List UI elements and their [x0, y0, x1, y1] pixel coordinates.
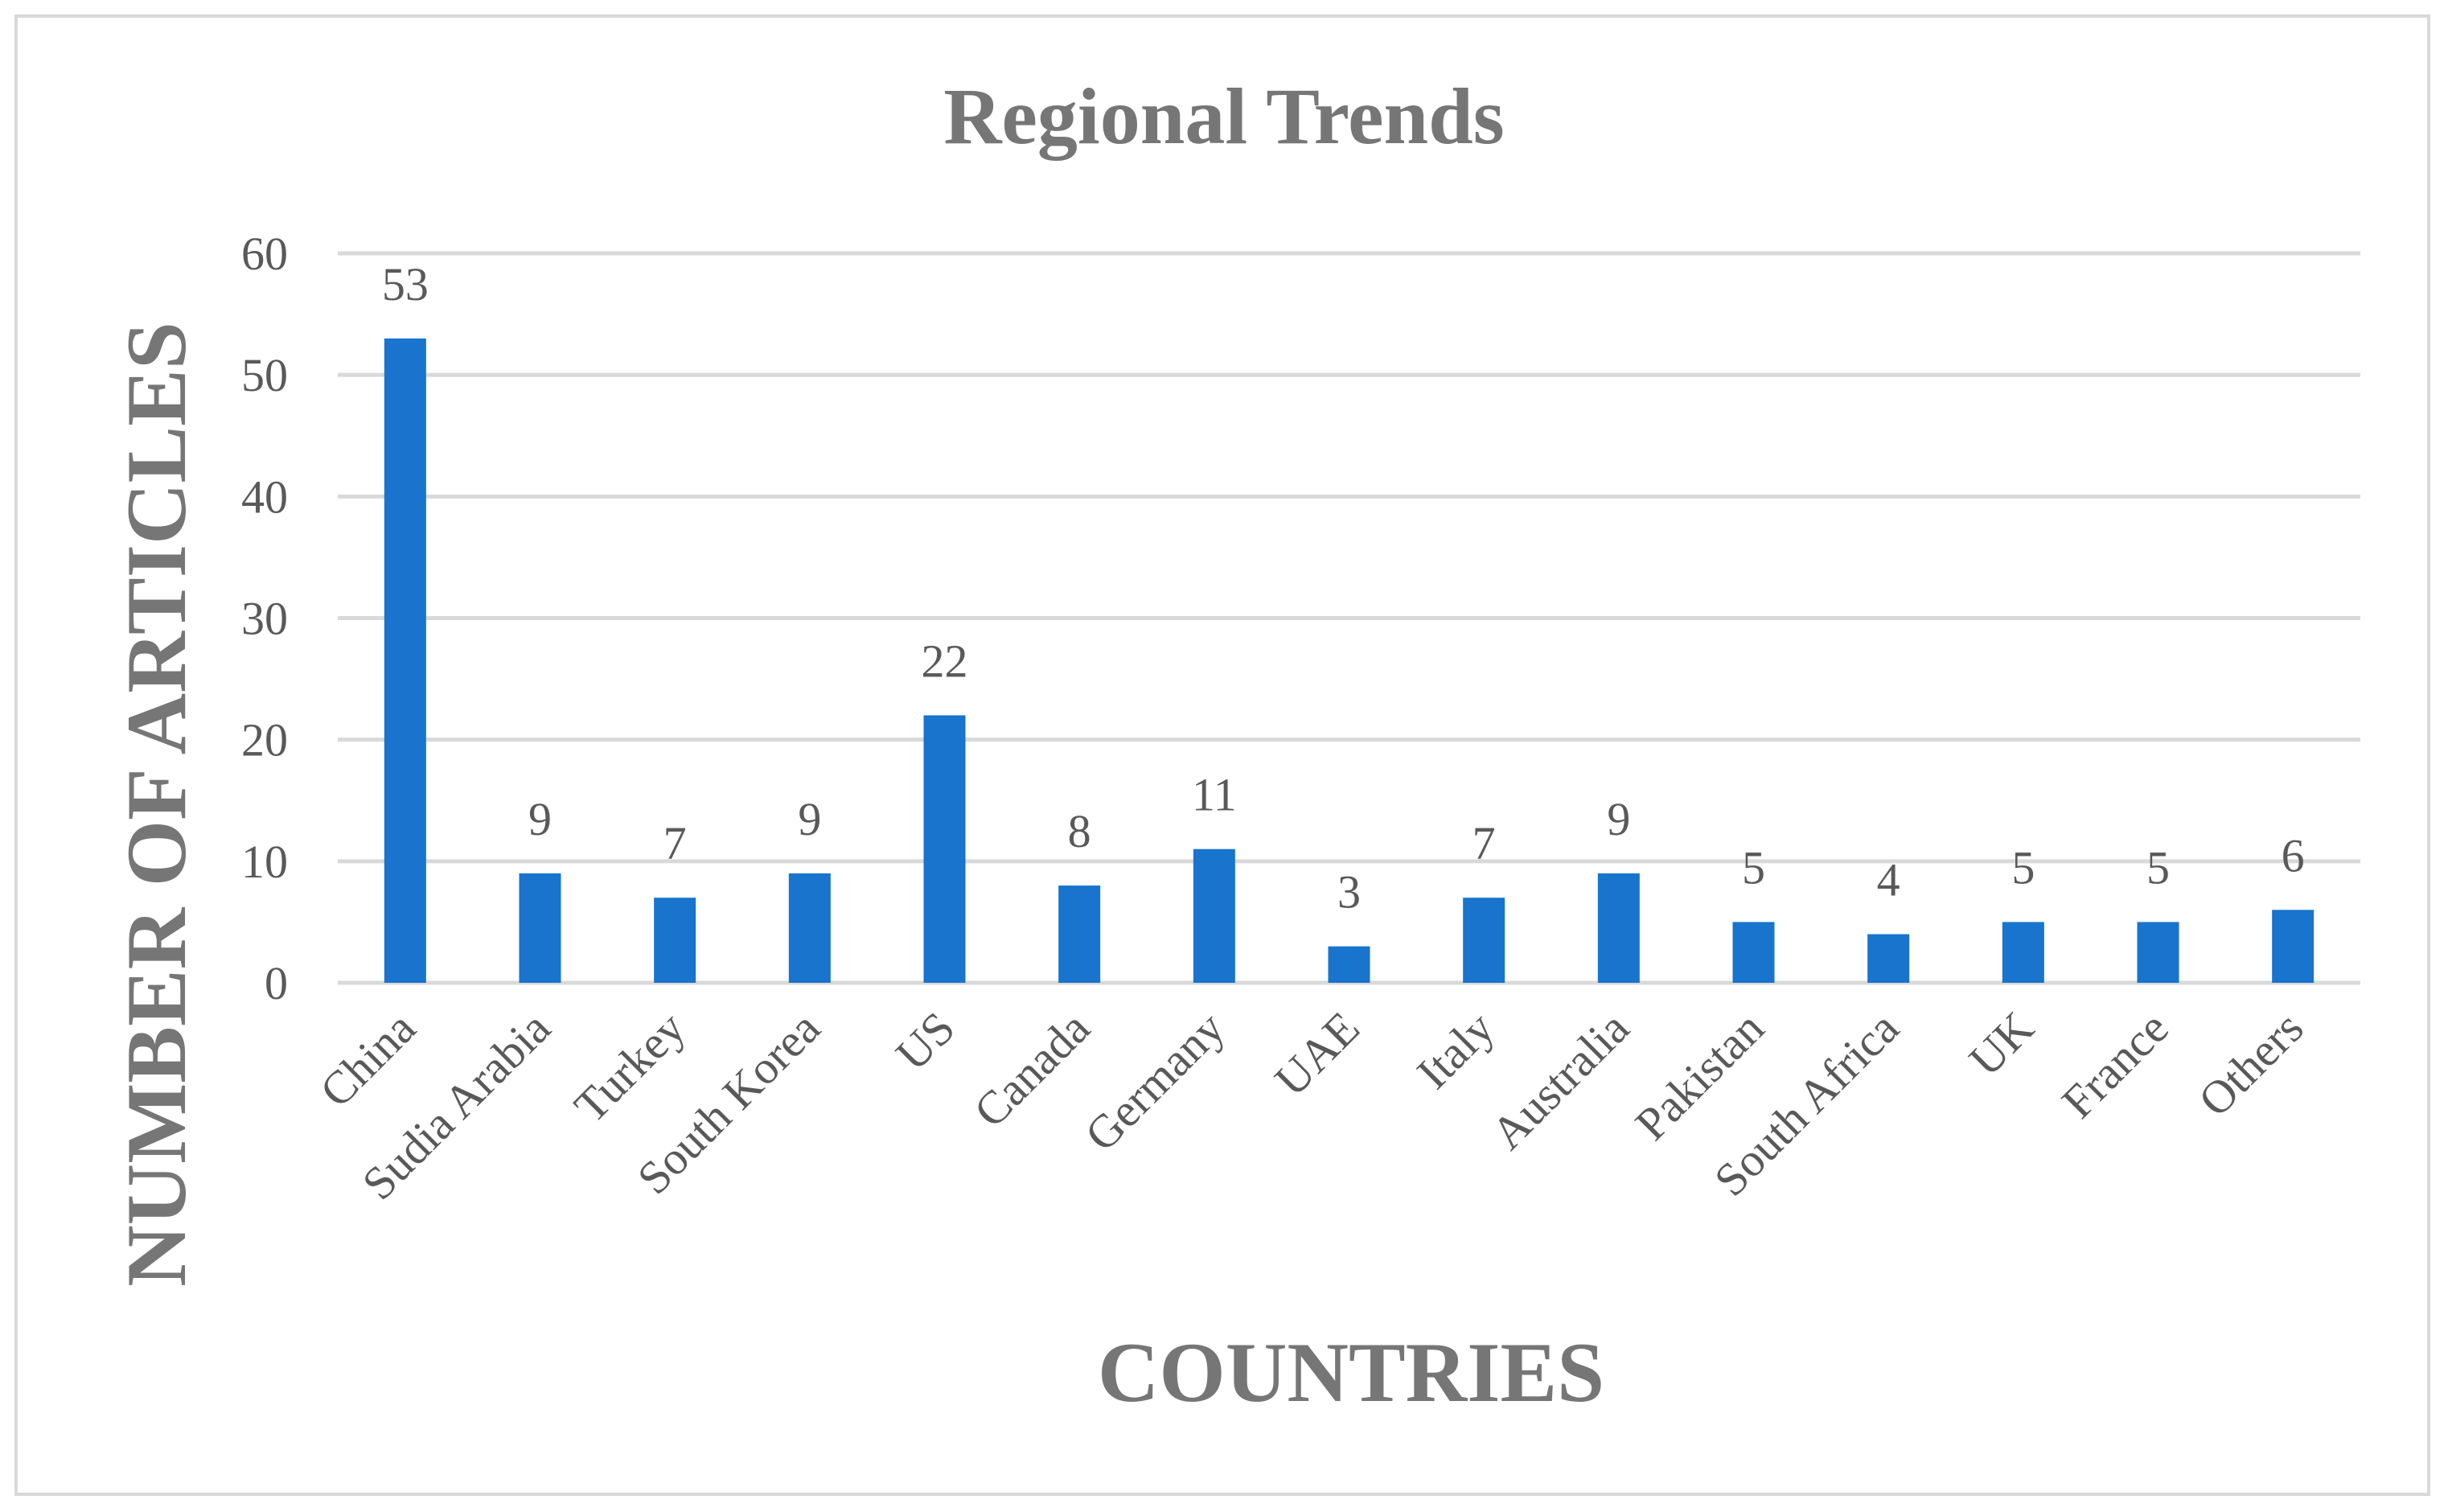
- bar-sudia-arabia: [519, 873, 561, 983]
- bar-pakistan: [1732, 922, 1775, 983]
- x-tick-label: Australia: [1481, 1001, 1639, 1159]
- data-label: 5: [2146, 841, 2170, 894]
- data-label: 4: [1877, 854, 1900, 906]
- data-labels: 53 9 7 9 22 8 11 3 7 9 5 4 5 5 6: [382, 258, 2305, 918]
- x-tick-label: China: [310, 1001, 425, 1117]
- x-tick-label: Italy: [1407, 1001, 1504, 1099]
- y-tick-label: 0: [265, 957, 288, 1009]
- y-tick-label: 60: [241, 228, 288, 280]
- data-label: 22: [922, 635, 968, 687]
- y-tick-label: 50: [241, 349, 288, 401]
- bar-france: [2137, 922, 2179, 983]
- bar-canada: [1058, 885, 1101, 983]
- x-tick-label: UAE: [1264, 1001, 1369, 1106]
- y-axis-label: NUMBER OF ARTICLES: [109, 322, 203, 1287]
- y-tick-label: 20: [241, 714, 288, 766]
- data-label: 7: [663, 817, 687, 869]
- x-tick-label: Turkey: [564, 1001, 695, 1132]
- x-tick-label: France: [2052, 1001, 2179, 1128]
- data-label: 5: [2011, 841, 2035, 894]
- y-tick-label: 40: [241, 470, 288, 523]
- bar-china: [384, 338, 426, 984]
- y-axis-ticks: 0 10 20 30 40 50 60: [241, 228, 288, 1009]
- x-tick-label: Germany: [1074, 1001, 1234, 1161]
- data-label: 6: [2282, 829, 2305, 881]
- data-label: 8: [1068, 805, 1091, 857]
- x-tick-label: UK: [1959, 1001, 2043, 1086]
- bar-us: [923, 715, 966, 983]
- bars: [384, 338, 2315, 984]
- bar-germany: [1193, 848, 1235, 983]
- data-label: 7: [1472, 817, 1496, 869]
- data-label: 9: [1607, 793, 1630, 845]
- data-label: 9: [528, 793, 552, 845]
- bar-others: [2272, 910, 2315, 983]
- bar-south-africa: [1867, 934, 1910, 983]
- y-tick-label: 10: [241, 836, 288, 888]
- x-axis-label: COUNTRIES: [1098, 1325, 1604, 1420]
- x-tick-label: Others: [2188, 1001, 2313, 1126]
- bar-australia: [1597, 873, 1640, 983]
- y-tick-label: 30: [241, 593, 288, 645]
- data-label: 5: [1742, 841, 1765, 894]
- chart-title: Regional Trends: [943, 72, 1504, 161]
- data-label: 11: [1192, 769, 1237, 821]
- data-label: 9: [798, 793, 821, 845]
- bar-uae: [1328, 946, 1370, 983]
- bar-uk: [2002, 922, 2044, 983]
- bar-turkey: [654, 898, 696, 983]
- x-tick-label: Canada: [963, 1001, 1099, 1137]
- bar-south-korea: [788, 873, 831, 983]
- x-tick-label: US: [885, 1001, 964, 1080]
- data-label: 3: [1337, 866, 1361, 918]
- bar-italy: [1463, 898, 1505, 983]
- data-label: 53: [382, 258, 429, 310]
